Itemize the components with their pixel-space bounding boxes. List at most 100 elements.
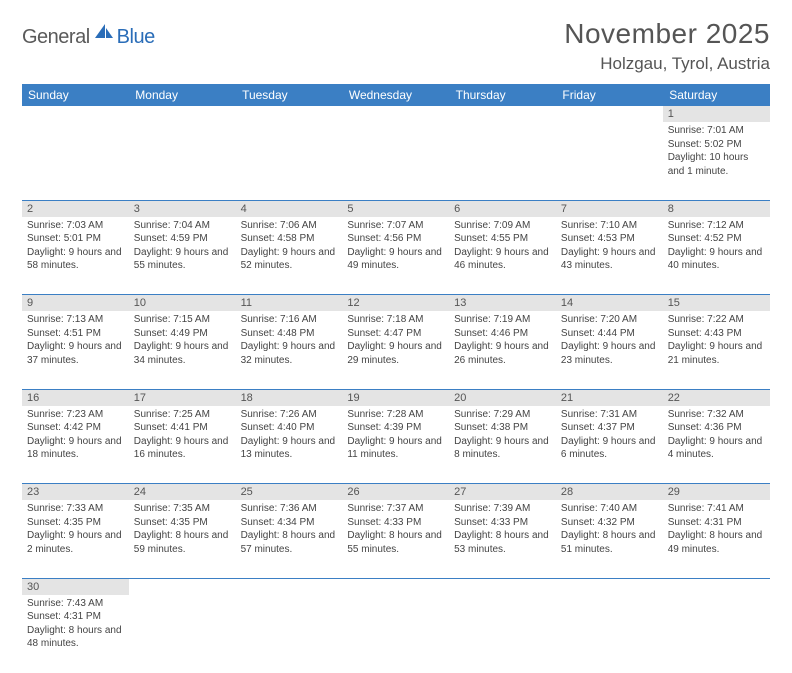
- daylight-line: Daylight: 8 hours and 59 minutes.: [134, 529, 231, 556]
- day-content-cell: Sunrise: 7:31 AMSunset: 4:37 PMDaylight:…: [556, 406, 663, 484]
- day-number-cell: 2: [22, 200, 129, 217]
- daylight-line: Daylight: 8 hours and 51 minutes.: [561, 529, 658, 556]
- sunset-line: Sunset: 4:55 PM: [454, 232, 551, 246]
- sunset-line: Sunset: 4:43 PM: [668, 327, 765, 341]
- daynum-row: 30: [22, 578, 770, 595]
- daylight-line: Daylight: 8 hours and 53 minutes.: [454, 529, 551, 556]
- logo-text-blue: Blue: [117, 26, 155, 49]
- day-content-cell: [663, 595, 770, 673]
- sunset-line: Sunset: 5:02 PM: [668, 138, 765, 152]
- daynum-row: 2345678: [22, 200, 770, 217]
- daylight-line: Daylight: 9 hours and 18 minutes.: [27, 435, 124, 462]
- daynum-row: 23242526272829: [22, 484, 770, 501]
- day-number-cell: 20: [449, 389, 556, 406]
- daylight-line: Daylight: 9 hours and 13 minutes.: [241, 435, 338, 462]
- daylight-line: Daylight: 9 hours and 2 minutes.: [27, 529, 124, 556]
- day-content-cell: [236, 122, 343, 200]
- day-content-cell: [236, 595, 343, 673]
- weekday-header: Wednesday: [342, 84, 449, 106]
- sunrise-line: Sunrise: 7:06 AM: [241, 219, 338, 233]
- sunrise-line: Sunrise: 7:28 AM: [347, 408, 444, 422]
- sunrise-line: Sunrise: 7:18 AM: [347, 313, 444, 327]
- sunset-line: Sunset: 4:35 PM: [27, 516, 124, 530]
- sunrise-line: Sunrise: 7:33 AM: [27, 502, 124, 516]
- day-content-cell: Sunrise: 7:09 AMSunset: 4:55 PMDaylight:…: [449, 217, 556, 295]
- sunrise-line: Sunrise: 7:26 AM: [241, 408, 338, 422]
- sunset-line: Sunset: 4:52 PM: [668, 232, 765, 246]
- day-content-cell: Sunrise: 7:33 AMSunset: 4:35 PMDaylight:…: [22, 500, 129, 578]
- day-content-cell: [342, 122, 449, 200]
- sunset-line: Sunset: 4:53 PM: [561, 232, 658, 246]
- daylight-line: Daylight: 8 hours and 48 minutes.: [27, 624, 124, 651]
- day-content-cell: Sunrise: 7:06 AMSunset: 4:58 PMDaylight:…: [236, 217, 343, 295]
- day-content-cell: [449, 122, 556, 200]
- day-number-cell: [342, 578, 449, 595]
- sunset-line: Sunset: 4:31 PM: [27, 610, 124, 624]
- sunset-line: Sunset: 4:31 PM: [668, 516, 765, 530]
- day-number-cell: 17: [129, 389, 236, 406]
- day-number-cell: 11: [236, 295, 343, 312]
- daylight-line: Daylight: 9 hours and 52 minutes.: [241, 246, 338, 273]
- sunrise-line: Sunrise: 7:29 AM: [454, 408, 551, 422]
- daylight-line: Daylight: 9 hours and 8 minutes.: [454, 435, 551, 462]
- sunrise-line: Sunrise: 7:35 AM: [134, 502, 231, 516]
- sunset-line: Sunset: 4:37 PM: [561, 421, 658, 435]
- daylight-line: Daylight: 9 hours and 26 minutes.: [454, 340, 551, 367]
- day-number-cell: 5: [342, 200, 449, 217]
- daylight-line: Daylight: 9 hours and 49 minutes.: [347, 246, 444, 273]
- sunset-line: Sunset: 4:49 PM: [134, 327, 231, 341]
- logo: General Blue: [22, 26, 155, 49]
- content-row: Sunrise: 7:43 AMSunset: 4:31 PMDaylight:…: [22, 595, 770, 673]
- daylight-line: Daylight: 8 hours and 57 minutes.: [241, 529, 338, 556]
- sunrise-line: Sunrise: 7:09 AM: [454, 219, 551, 233]
- day-content-cell: Sunrise: 7:03 AMSunset: 5:01 PMDaylight:…: [22, 217, 129, 295]
- daynum-row: 9101112131415: [22, 295, 770, 312]
- day-number-cell: 27: [449, 484, 556, 501]
- month-title: November 2025: [564, 18, 770, 50]
- content-row: Sunrise: 7:33 AMSunset: 4:35 PMDaylight:…: [22, 500, 770, 578]
- weekday-header: Friday: [556, 84, 663, 106]
- sunrise-line: Sunrise: 7:32 AM: [668, 408, 765, 422]
- day-number-cell: [129, 106, 236, 122]
- sunset-line: Sunset: 4:38 PM: [454, 421, 551, 435]
- day-number-cell: 16: [22, 389, 129, 406]
- daylight-line: Daylight: 9 hours and 37 minutes.: [27, 340, 124, 367]
- day-content-cell: Sunrise: 7:35 AMSunset: 4:35 PMDaylight:…: [129, 500, 236, 578]
- day-number-cell: 15: [663, 295, 770, 312]
- day-number-cell: [236, 578, 343, 595]
- day-number-cell: 8: [663, 200, 770, 217]
- day-number-cell: 3: [129, 200, 236, 217]
- day-number-cell: 26: [342, 484, 449, 501]
- day-number-cell: [22, 106, 129, 122]
- sunrise-line: Sunrise: 7:19 AM: [454, 313, 551, 327]
- daylight-line: Daylight: 9 hours and 11 minutes.: [347, 435, 444, 462]
- title-block: November 2025 Holzgau, Tyrol, Austria: [564, 18, 770, 74]
- daylight-line: Daylight: 9 hours and 21 minutes.: [668, 340, 765, 367]
- day-number-cell: 10: [129, 295, 236, 312]
- logo-sail-icon: [93, 22, 115, 45]
- day-content-cell: Sunrise: 7:43 AMSunset: 4:31 PMDaylight:…: [22, 595, 129, 673]
- sunrise-line: Sunrise: 7:16 AM: [241, 313, 338, 327]
- content-row: Sunrise: 7:23 AMSunset: 4:42 PMDaylight:…: [22, 406, 770, 484]
- day-number-cell: [449, 578, 556, 595]
- sunset-line: Sunset: 4:47 PM: [347, 327, 444, 341]
- day-content-cell: Sunrise: 7:25 AMSunset: 4:41 PMDaylight:…: [129, 406, 236, 484]
- day-number-cell: 9: [22, 295, 129, 312]
- daylight-line: Daylight: 9 hours and 32 minutes.: [241, 340, 338, 367]
- daylight-line: Daylight: 8 hours and 55 minutes.: [347, 529, 444, 556]
- day-content-cell: Sunrise: 7:20 AMSunset: 4:44 PMDaylight:…: [556, 311, 663, 389]
- day-number-cell: 25: [236, 484, 343, 501]
- day-content-cell: Sunrise: 7:28 AMSunset: 4:39 PMDaylight:…: [342, 406, 449, 484]
- location: Holzgau, Tyrol, Austria: [564, 54, 770, 74]
- daylight-line: Daylight: 9 hours and 23 minutes.: [561, 340, 658, 367]
- daylight-line: Daylight: 10 hours and 1 minute.: [668, 151, 765, 178]
- sunset-line: Sunset: 4:46 PM: [454, 327, 551, 341]
- weekday-header: Thursday: [449, 84, 556, 106]
- sunset-line: Sunset: 4:32 PM: [561, 516, 658, 530]
- day-number-cell: [556, 578, 663, 595]
- sunset-line: Sunset: 4:42 PM: [27, 421, 124, 435]
- sunrise-line: Sunrise: 7:22 AM: [668, 313, 765, 327]
- sunrise-line: Sunrise: 7:43 AM: [27, 597, 124, 611]
- day-content-cell: Sunrise: 7:16 AMSunset: 4:48 PMDaylight:…: [236, 311, 343, 389]
- day-number-cell: 19: [342, 389, 449, 406]
